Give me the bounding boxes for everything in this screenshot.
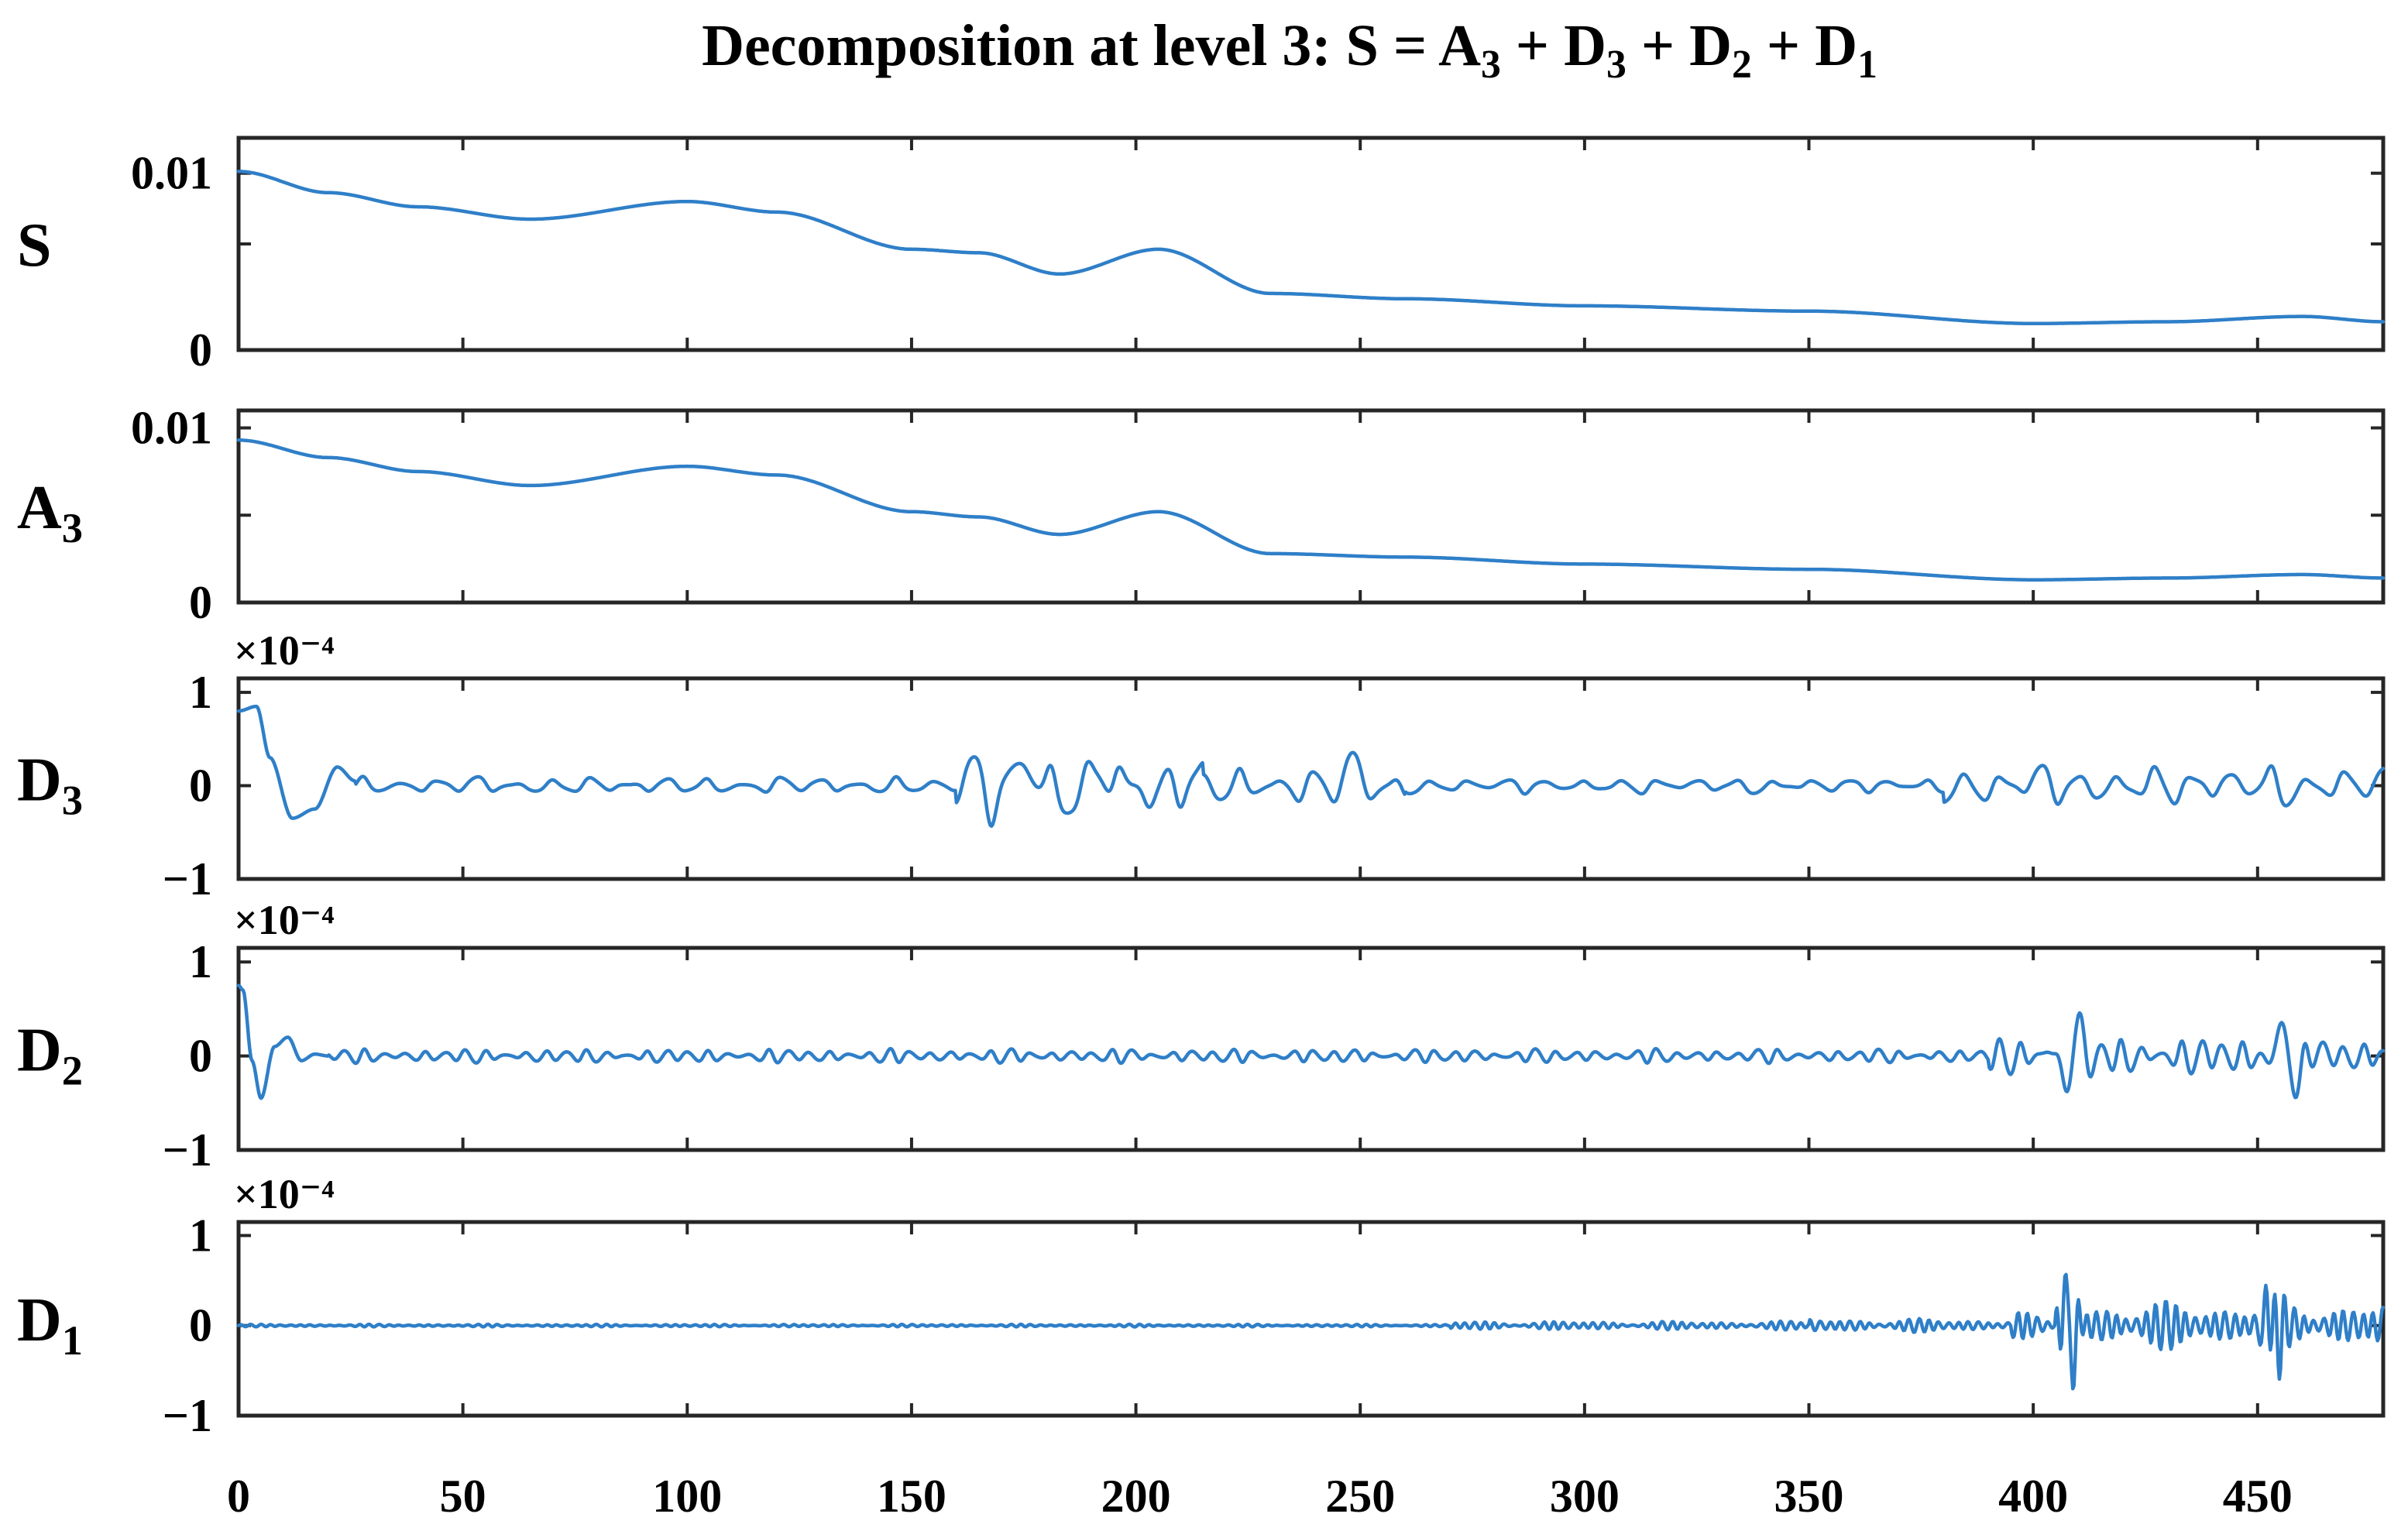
y-exponent-label: ×10⁻⁴: [234, 1171, 334, 1217]
y-tick-label: −1: [163, 853, 212, 905]
x-tick-label: 300: [1550, 1471, 1620, 1522]
series-line-d1: [236, 1272, 2386, 1391]
x-tick-label: 250: [1325, 1471, 1395, 1522]
y-tick-label: 0: [189, 760, 212, 812]
x-tick-label: 100: [652, 1471, 722, 1522]
x-tick-label: 150: [877, 1471, 946, 1522]
series-line-d2: [236, 983, 2386, 1100]
subplots: 0 0.01 S 0 0.01 A3 −1 0 1 ×10⁻⁴ D3 −1 0 1 ×10⁻⁴ D2 −1 0 1 ×…: [17, 136, 2386, 1441]
x-tick-label: 350: [1774, 1471, 1844, 1522]
x-tick-label: 400: [1998, 1471, 2068, 1522]
series-line-s: [236, 170, 2386, 325]
x-tick-label: 200: [1101, 1471, 1171, 1522]
panel-d3: −1 0 1 ×10⁻⁴ D3: [17, 627, 2386, 905]
axes-frame: [236, 946, 2386, 1152]
axes-frame: [236, 408, 2386, 605]
y-tick-label: 1: [189, 667, 212, 718]
y-exponent-label: ×10⁻⁴: [234, 897, 334, 943]
series-line-a3: [236, 438, 2386, 582]
axes-frame: [236, 1220, 2386, 1418]
panel-label-d3: D3: [17, 747, 83, 824]
x-tick-label: 50: [440, 1471, 486, 1522]
x-tick-label: 450: [2223, 1471, 2293, 1522]
x-axis-tick-labels: 0 50 100 150 200 250 300 350 400 450: [227, 1471, 2293, 1522]
y-tick-label: 0: [189, 1300, 212, 1351]
panel-label-d1: D1: [17, 1286, 83, 1364]
y-tick-label: 1: [189, 936, 212, 987]
chart-title: Decomposition at level 3: S = A3 + D3 + …: [702, 13, 1877, 87]
y-tick-label: 0: [189, 577, 212, 628]
panel-d2: −1 0 1 ×10⁻⁴ D2: [17, 897, 2386, 1176]
y-tick-label: 0.01: [131, 403, 212, 454]
y-exponent-label: ×10⁻⁴: [234, 627, 334, 674]
y-tick-label: 0.01: [131, 148, 212, 199]
panel-a3: 0 0.01 A3: [17, 403, 2386, 628]
y-tick-label: 0: [189, 1031, 212, 1082]
axes-frame: [236, 136, 2386, 352]
y-tick-label: −1: [163, 1390, 212, 1441]
panel-label-d2: D2: [17, 1017, 83, 1094]
y-tick-label: 1: [189, 1210, 212, 1261]
panel-label-s: S: [17, 211, 52, 280]
series-line-d3: [236, 704, 2386, 829]
y-tick-label: 0: [189, 324, 212, 376]
panel-label-a3: A3: [17, 474, 83, 551]
axes-frame: [236, 676, 2386, 881]
y-tick-label: −1: [163, 1124, 212, 1176]
x-tick-label: 0: [227, 1471, 250, 1522]
panel-d1: −1 0 1 ×10⁻⁴ D1: [17, 1171, 2386, 1441]
panel-s: 0 0.01 S: [17, 136, 2386, 376]
